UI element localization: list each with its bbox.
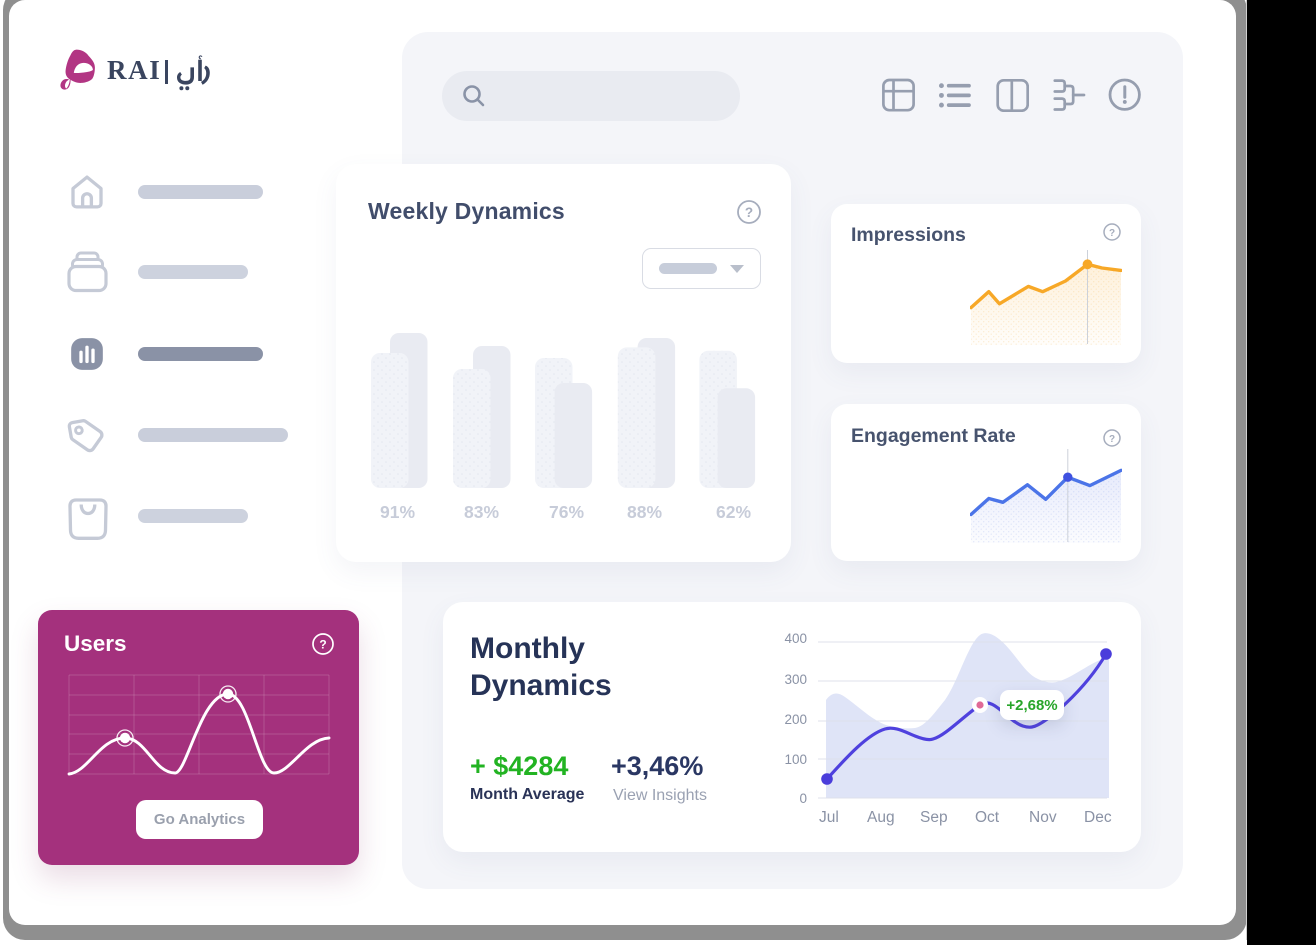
svg-text:?: ? — [319, 638, 326, 652]
svg-text:?: ? — [1109, 434, 1115, 445]
svg-text:?: ? — [745, 205, 753, 220]
svg-text:?: ? — [1109, 228, 1115, 239]
